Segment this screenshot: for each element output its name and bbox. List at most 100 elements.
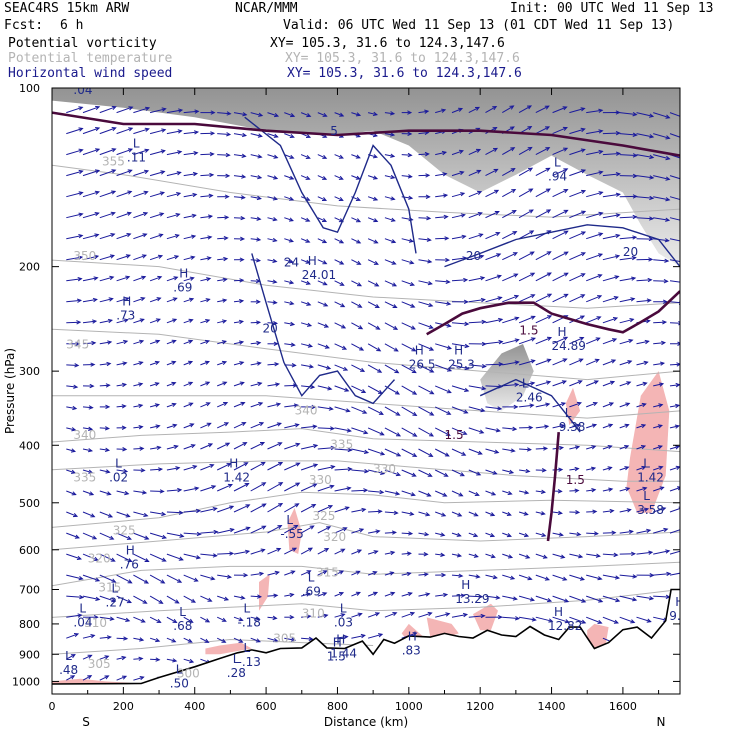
wind-vector-shaft: [451, 343, 469, 347]
wind-vector-shaft: [99, 469, 110, 473]
wind-vector-head: [70, 654, 76, 659]
wind-vector-head: [581, 189, 587, 194]
wind-vector-head: [161, 534, 167, 539]
wind-vector-head: [177, 129, 183, 134]
wind-vector-head: [644, 507, 650, 512]
wind-vector-head: [408, 195, 414, 200]
wind-vector-head: [524, 532, 530, 538]
wind-vector-head: [379, 489, 385, 495]
wind-vector-head: [377, 368, 383, 373]
wind-vector-shaft: [384, 154, 395, 157]
wind-vector-shaft: [233, 595, 245, 599]
wind-vector-shaft: [669, 487, 680, 492]
wind-vector-head: [390, 111, 396, 116]
wind-vector-head: [496, 253, 502, 258]
grey-shading-region: [480, 344, 534, 411]
wind-vector-shaft: [133, 128, 149, 135]
theta-contour-335: [52, 428, 680, 453]
wind-vector-head: [580, 148, 586, 153]
wind-vector-head: [190, 598, 197, 603]
wind-vector-shaft: [535, 251, 551, 261]
wind-vector-shaft: [166, 382, 176, 387]
wind-vector-shaft: [468, 299, 485, 303]
wind-vector-head: [527, 146, 533, 151]
wind-vector-shaft: [669, 175, 680, 180]
wind-vector-head: [159, 489, 165, 494]
fcst-label: Fcst:: [4, 18, 44, 33]
wind-vector-shaft: [552, 293, 568, 303]
wind-vector-shaft: [334, 487, 351, 492]
wind-vector-head: [627, 360, 633, 365]
wind-vector-shaft: [133, 676, 144, 681]
wind-vector-shaft: [552, 358, 567, 366]
wind-vector-shaft: [300, 259, 310, 264]
wind-vector-shaft: [300, 301, 311, 306]
wind-vector-shaft: [233, 422, 246, 429]
wind-vector-head: [260, 461, 266, 466]
wind-vector-head: [625, 487, 631, 492]
wind-vector-head: [221, 319, 228, 324]
wind-vector-head: [446, 301, 452, 306]
wind-vector-shaft: [451, 448, 466, 456]
wind-vector-shaft: [267, 548, 281, 555]
wind-vector-head: [77, 277, 83, 282]
wind-vector-head: [255, 299, 261, 304]
wind-vector-shaft: [166, 489, 182, 492]
wind-vector-shaft: [66, 149, 83, 156]
wind-vector-head: [76, 320, 82, 325]
wind-vector-head: [390, 174, 396, 180]
wind-vector-shaft: [334, 468, 352, 471]
wind-vector-shaft: [300, 280, 311, 285]
wind-vector-head: [175, 213, 181, 218]
wind-vector-shaft: [250, 422, 264, 429]
wind-vector-head: [329, 484, 335, 489]
wind-vector-shaft: [636, 340, 649, 345]
wind-vector-shaft: [66, 633, 79, 639]
wind-vector-shaft: [267, 175, 278, 179]
wind-vector-shaft: [166, 109, 183, 114]
wind-vector-head: [514, 294, 520, 300]
wind-vector-head: [428, 452, 434, 457]
wind-vector-shaft: [418, 406, 434, 416]
wind-vector-head: [530, 315, 536, 320]
y-tick-label: 800: [19, 618, 40, 631]
wind-vector-shaft: [99, 511, 113, 518]
wind-vector-head: [207, 235, 213, 240]
wind-vector-head: [648, 595, 655, 601]
wind-vector-shaft: [552, 272, 569, 282]
wind-vector-shaft: [200, 507, 217, 513]
wind-vector-head: [222, 381, 228, 386]
wind-vector-shaft: [150, 658, 160, 661]
wind-vector-head: [363, 488, 369, 493]
wind-vector-shaft: [468, 149, 481, 156]
wind-vector-head: [74, 363, 80, 368]
wind-vector-shaft: [401, 469, 416, 477]
extremum-marker: L: [179, 605, 186, 619]
wind-vector-head: [677, 341, 680, 346]
wind-vector-head: [355, 112, 362, 117]
wind-vector-head: [524, 490, 530, 495]
wind-vector-head: [496, 274, 502, 279]
wind-vector-head: [293, 524, 299, 530]
wind-vector-shaft: [502, 252, 518, 261]
wind-vector-shaft: [451, 511, 462, 517]
extremum-marker: H: [126, 543, 135, 557]
wind-vector-head: [73, 633, 80, 638]
wind-vector-head: [261, 503, 267, 508]
wind-vector-head: [104, 675, 110, 680]
wind-vector-shaft: [485, 490, 496, 496]
wind-vector-head: [674, 403, 680, 409]
wind-vector-shaft: [351, 549, 362, 555]
wind-vector-head: [546, 336, 553, 341]
extremum-marker: L: [340, 602, 347, 616]
wind-vector-shaft: [284, 238, 294, 242]
wind-vector-head: [340, 303, 346, 308]
wind-vector-shaft: [301, 637, 313, 640]
wind-vector-shaft: [435, 216, 448, 219]
wind-vector-head: [305, 133, 312, 138]
wind-vector-head: [260, 548, 266, 553]
wind-vector-shaft: [535, 337, 552, 345]
wind-vector-head: [154, 403, 161, 408]
wind-vector-shaft: [586, 553, 600, 557]
wind-vector-shaft: [183, 402, 193, 408]
